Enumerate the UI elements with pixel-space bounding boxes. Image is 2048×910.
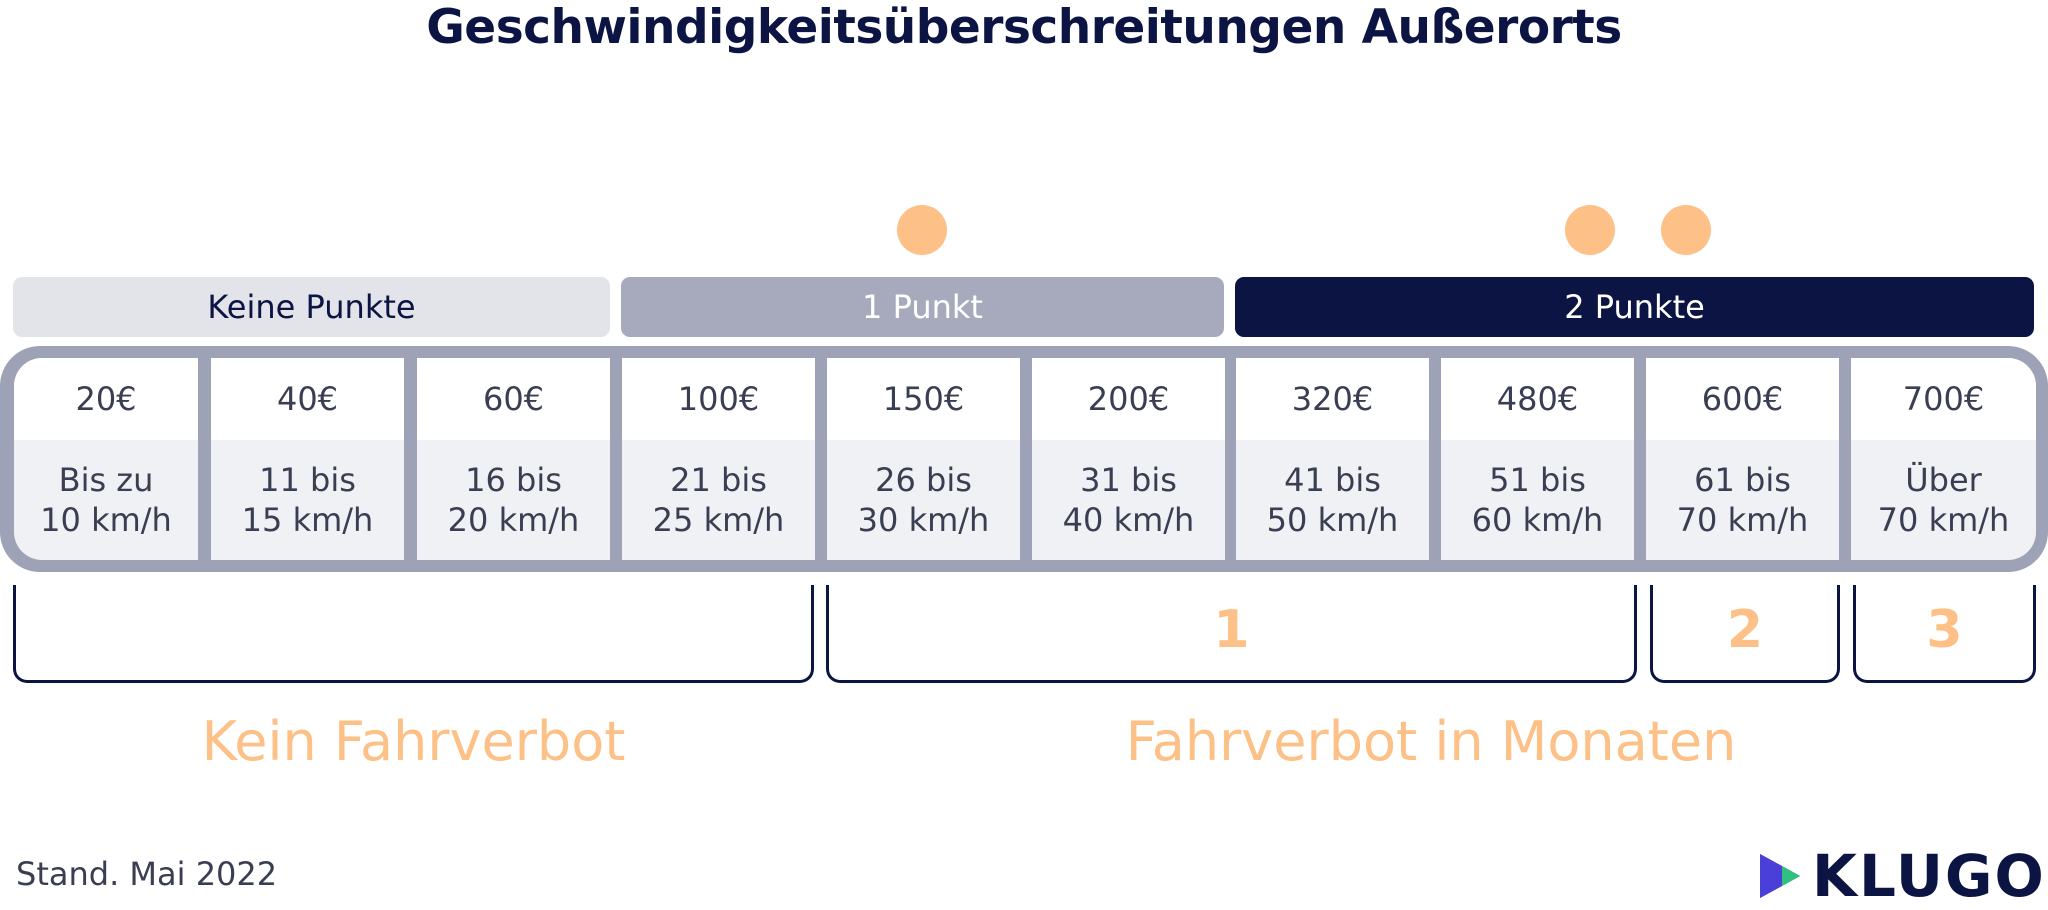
- band-keine-punkte: Keine Punkte: [13, 277, 610, 337]
- speed-line: 40 km/h: [1062, 501, 1195, 539]
- stand-date: Stand. Mai 2022: [16, 855, 278, 893]
- table-column: 200€ 31 bis 40 km/h: [1032, 358, 1225, 560]
- table-column: 40€ 11 bis 15 km/h: [211, 358, 404, 560]
- speed-line: 51 bis: [1489, 461, 1586, 499]
- table-column: 150€ 26 bis 30 km/h: [827, 358, 1020, 560]
- bracket-no-ban: [13, 585, 814, 683]
- bracket-2-months: [1650, 585, 1840, 683]
- speed-line: 30 km/h: [857, 501, 990, 539]
- fine-amount: 600€: [1646, 358, 1839, 440]
- fine-amount: 150€: [827, 358, 1020, 440]
- speed-line: 50 km/h: [1266, 501, 1399, 539]
- ban-months-1: 1: [1213, 600, 1250, 660]
- speed-range: 11 bis 15 km/h: [211, 440, 404, 560]
- speed-line: 41 bis: [1284, 461, 1381, 499]
- fine-amount: 200€: [1032, 358, 1225, 440]
- fine-amount: 40€: [211, 358, 404, 440]
- speed-line: 60 km/h: [1471, 501, 1604, 539]
- bracket-1-month: [826, 585, 1637, 683]
- ban-months-2: 2: [1726, 600, 1764, 660]
- fine-amount: 60€: [417, 358, 610, 440]
- table-column: 480€ 51 bis 60 km/h: [1441, 358, 1634, 560]
- table-column: 20€ Bis zu 10 km/h: [14, 358, 198, 560]
- label-ban-months: Fahrverbot in Monaten: [1125, 709, 1737, 773]
- table-column: 320€ 41 bis 50 km/h: [1236, 358, 1429, 560]
- point-dot: [1661, 205, 1711, 255]
- speed-line: 21 bis: [670, 461, 767, 499]
- speed-line: 61 bis: [1694, 461, 1791, 499]
- speed-range: Bis zu 10 km/h: [14, 440, 198, 560]
- speed-line: 10 km/h: [40, 501, 172, 539]
- point-dot: [897, 205, 947, 255]
- play-arrow-icon: [1760, 854, 1800, 898]
- speed-line: 31 bis: [1080, 461, 1177, 499]
- speed-range: 41 bis 50 km/h: [1236, 440, 1429, 560]
- fine-amount: 480€: [1441, 358, 1634, 440]
- fine-amount: 320€: [1236, 358, 1429, 440]
- speed-range: 16 bis 20 km/h: [417, 440, 610, 560]
- bracket-3-months: [1853, 585, 2036, 683]
- speed-range: Über 70 km/h: [1851, 440, 2036, 560]
- page-title: Geschwindigkeitsüberschreitungen Außeror…: [426, 0, 1622, 55]
- speed-line: 16 bis: [465, 461, 562, 499]
- fine-amount: 700€: [1851, 358, 2036, 440]
- table-column: 60€ 16 bis 20 km/h: [417, 358, 610, 560]
- speed-line: 20 km/h: [447, 501, 580, 539]
- speed-line: Bis zu: [58, 461, 154, 499]
- table-column: 100€ 21 bis 25 km/h: [622, 358, 815, 560]
- speed-line: 70 km/h: [1676, 501, 1809, 539]
- table-column: 600€ 61 bis 70 km/h: [1646, 358, 1839, 560]
- speed-line: 70 km/h: [1877, 501, 2010, 539]
- speed-range: 21 bis 25 km/h: [622, 440, 815, 560]
- speed-line: 11 bis: [259, 461, 356, 499]
- label-no-ban: Kein Fahrverbot: [201, 709, 626, 773]
- band-1-punkt: 1 Punkt: [621, 277, 1224, 337]
- table-column: 700€ Über 70 km/h: [1851, 358, 2036, 560]
- speed-range: 31 bis 40 km/h: [1032, 440, 1225, 560]
- speed-line: 26 bis: [875, 461, 972, 499]
- point-dot: [1565, 205, 1615, 255]
- speed-range: 61 bis 70 km/h: [1646, 440, 1839, 560]
- band-2-punkte: 2 Punkte: [1235, 277, 2034, 337]
- fine-table: 20€ Bis zu 10 km/h 40€ 11 bis 15 km/h 60…: [0, 346, 2048, 572]
- speed-range: 26 bis 30 km/h: [827, 440, 1020, 560]
- ban-months-3: 3: [1926, 600, 1963, 660]
- klugo-logo: KLUGO: [1756, 842, 2046, 910]
- speed-line: Über: [1905, 461, 1982, 499]
- fine-amount: 100€: [622, 358, 815, 440]
- logo-text: KLUGO: [1812, 842, 2046, 910]
- speed-line: 25 km/h: [652, 501, 785, 539]
- speed-line: 15 km/h: [241, 501, 374, 539]
- fine-amount: 20€: [14, 358, 198, 440]
- speed-range: 51 bis 60 km/h: [1441, 440, 1634, 560]
